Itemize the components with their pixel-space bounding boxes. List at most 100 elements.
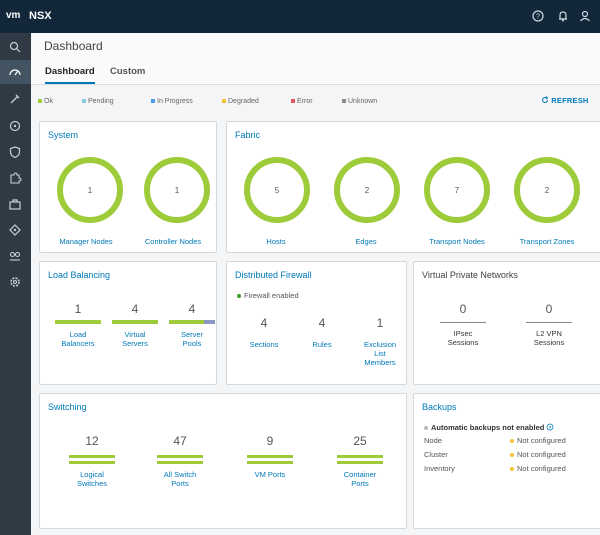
logical-switches-metric[interactable]: 12 Logical Switches xyxy=(62,434,122,488)
controller-nodes-donut[interactable]: 1 xyxy=(142,155,212,225)
group-icon[interactable] xyxy=(7,248,23,264)
all-switch-ports-bar-2 xyxy=(157,461,203,464)
legend-pending: Pending xyxy=(82,98,114,105)
ipsec-sessions-label: IPsec Sessions xyxy=(447,329,479,347)
firewall-sections-value: 4 xyxy=(260,316,268,330)
all-switch-ports-bar-1 xyxy=(157,455,203,458)
transport-zones-value: 2 xyxy=(545,186,550,195)
legend-pending-swatch xyxy=(82,99,86,104)
edges-label[interactable]: Edges xyxy=(355,237,377,246)
svg-text:?: ? xyxy=(536,14,540,21)
bell-icon[interactable] xyxy=(555,8,571,24)
manager-nodes-label[interactable]: Manager Nodes xyxy=(59,237,113,246)
server-pools-metric[interactable]: 4 Server Pools xyxy=(166,302,218,348)
help-icon[interactable]: ? xyxy=(530,8,546,24)
firewall-sections-label: Sections xyxy=(249,340,279,349)
load-balancers-metric[interactable]: 1 Load Balancers xyxy=(52,302,104,348)
backups-status: Automatic backups not enabled ? xyxy=(424,423,554,432)
app-name: NSX xyxy=(29,10,52,22)
network-icon[interactable] xyxy=(7,118,23,134)
refresh-button[interactable]: REFRESH xyxy=(541,96,589,105)
fabric-card: Fabric 5 Hosts 2 Edges 7 Transport Nodes… xyxy=(226,121,600,253)
main-content: Dashboard Dashboard Custom Ok Pending In… xyxy=(31,33,600,535)
vm-ports-metric[interactable]: 9 VM Ports xyxy=(240,434,300,479)
dashboard-icon[interactable] xyxy=(7,64,23,80)
route-icon[interactable] xyxy=(7,222,23,238)
l2vpn-sessions-value: 0 xyxy=(545,302,553,316)
backups-title[interactable]: Backups xyxy=(422,402,457,412)
logical-switches-bar-2 xyxy=(69,461,115,464)
vm-ports-value: 9 xyxy=(266,434,274,448)
switching-title[interactable]: Switching xyxy=(48,402,87,412)
firewall-sections-metric[interactable]: 4 Sections xyxy=(239,316,289,349)
shield-icon[interactable] xyxy=(7,144,23,160)
transport-nodes-label[interactable]: Transport Nodes xyxy=(429,237,485,246)
refresh-label: REFRESH xyxy=(551,96,589,105)
tab-dashboard[interactable]: Dashboard xyxy=(45,66,95,84)
distributed-firewall-card: Distributed Firewall Firewall enabled 4 … xyxy=(226,261,407,385)
virtual-servers-bar xyxy=(112,320,158,324)
top-navigation-bar: vm NSX ? xyxy=(0,0,600,33)
svg-text:?: ? xyxy=(549,425,552,430)
container-ports-label: Container Ports xyxy=(343,470,377,488)
legend-unknown: Unknown xyxy=(342,98,377,105)
backup-inventory-name: Inventory xyxy=(424,464,455,473)
legend-ok: Ok xyxy=(38,98,53,105)
edges-value: 2 xyxy=(365,186,370,195)
sidebar-active-indicator xyxy=(0,60,31,84)
exclusion-list-label: Exclusion List Members xyxy=(363,340,397,367)
user-icon[interactable] xyxy=(577,8,593,24)
transport-nodes-value: 7 xyxy=(455,186,460,195)
transport-nodes-donut[interactable]: 7 xyxy=(422,155,492,225)
controller-nodes-label[interactable]: Controller Nodes xyxy=(144,237,202,246)
settings-icon[interactable] xyxy=(7,274,23,290)
transport-zones-donut[interactable]: 2 xyxy=(512,155,582,225)
logical-switches-bar-1 xyxy=(69,455,115,458)
firewall-status: Firewall enabled xyxy=(237,291,299,300)
system-card: System 1 Manager Nodes 1 Controller Node… xyxy=(39,121,217,253)
ipsec-sessions-metric: 0 IPsec Sessions xyxy=(438,302,488,347)
puzzle-icon[interactable] xyxy=(7,170,23,186)
exclusion-list-metric[interactable]: 1 Exclusion List Members xyxy=(352,316,408,367)
container-ports-value: 25 xyxy=(353,434,367,448)
refresh-icon xyxy=(542,96,549,103)
backup-cluster-value: Not configured xyxy=(510,450,566,459)
firewall-rules-metric[interactable]: 4 Rules xyxy=(297,316,347,349)
hosts-label[interactable]: Hosts xyxy=(266,237,286,246)
l2vpn-sessions-underline xyxy=(526,322,572,323)
vm-ports-label: VM Ports xyxy=(254,470,286,479)
controller-nodes-value: 1 xyxy=(175,186,180,195)
load-balancers-label: Load Balancers xyxy=(61,330,95,348)
all-switch-ports-metric[interactable]: 47 All Switch Ports xyxy=(150,434,210,488)
legend-degraded: Degraded xyxy=(222,98,259,105)
transport-zones-label[interactable]: Transport Zones xyxy=(519,237,575,246)
logical-switches-label: Logical Switches xyxy=(76,470,107,488)
distributed-firewall-title[interactable]: Distributed Firewall xyxy=(235,270,312,280)
vpn-card: Virtual Private Networks 0 IPsec Sessions… xyxy=(413,261,600,385)
fabric-title[interactable]: Fabric xyxy=(235,130,261,140)
ipsec-sessions-value: 0 xyxy=(459,302,467,316)
container-ports-metric[interactable]: 25 Container Ports xyxy=(330,434,390,488)
tools-icon[interactable] xyxy=(7,91,23,107)
legend-in-progress-swatch xyxy=(151,99,155,104)
briefcase-icon[interactable] xyxy=(7,196,23,212)
system-title[interactable]: System xyxy=(48,130,79,140)
backup-inventory-value: Not configured xyxy=(510,464,566,473)
edges-donut[interactable]: 2 xyxy=(332,155,402,225)
tab-custom[interactable]: Custom xyxy=(110,66,146,77)
virtual-servers-metric[interactable]: 4 Virtual Servers xyxy=(109,302,161,348)
firewall-rules-value: 4 xyxy=(318,316,326,330)
firewall-rules-label: Rules xyxy=(312,340,332,349)
hosts-donut[interactable]: 5 xyxy=(242,155,312,225)
backup-node-value: Not configured xyxy=(510,436,566,445)
load-balancers-value: 1 xyxy=(74,302,82,316)
all-switch-ports-label: All Switch Ports xyxy=(163,470,197,488)
search-icon[interactable] xyxy=(7,39,23,55)
manager-nodes-donut[interactable]: 1 xyxy=(55,155,125,225)
status-legend: Ok Pending In Progress Degraded Error Un… xyxy=(38,98,438,108)
info-icon[interactable]: ? xyxy=(546,423,554,431)
load-balancing-title[interactable]: Load Balancing xyxy=(48,270,111,280)
ipsec-sessions-underline xyxy=(440,322,486,323)
legend-error-swatch xyxy=(291,99,295,104)
firewall-status-dot xyxy=(237,294,241,299)
